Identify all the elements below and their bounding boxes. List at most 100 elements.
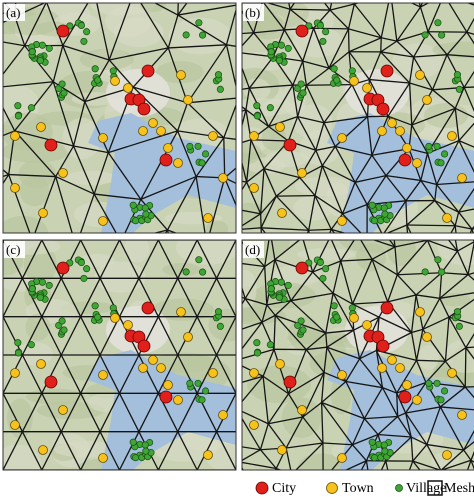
legend-city-swatch: [255, 481, 269, 495]
village: [348, 67, 356, 75]
mesh-edge: [73, 145, 109, 154]
mesh-edge: [297, 116, 317, 151]
town: [415, 307, 425, 317]
mesh-edge: [348, 28, 382, 39]
village: [142, 210, 150, 218]
mesh-edge: [167, 229, 178, 233]
mesh-edge: [3, 130, 15, 137]
panel-label: (c): [6, 242, 20, 257]
mesh-edge: [157, 431, 179, 470]
mesh-edge: [80, 469, 82, 470]
mesh-edge: [320, 402, 324, 444]
mesh-edge: [345, 380, 383, 389]
town: [10, 420, 20, 430]
mesh-edge: [332, 292, 353, 305]
village: [253, 339, 261, 347]
mesh-edge: [387, 294, 417, 303]
village: [368, 201, 376, 209]
town: [98, 370, 108, 380]
mesh-edge: [315, 145, 336, 151]
terrain-patch: [113, 17, 164, 47]
mesh-edge: [157, 469, 159, 470]
city: [56, 261, 70, 275]
mesh-edge: [396, 381, 427, 394]
mesh-edge: [360, 240, 373, 260]
mesh-edge: [19, 0, 47, 2]
town: [148, 118, 158, 128]
village: [14, 102, 22, 110]
village: [199, 268, 207, 276]
city: [380, 301, 394, 315]
mesh-edge: [352, 444, 367, 462]
legend-mesh-swatch: [427, 480, 443, 496]
mesh-edge: [242, 32, 255, 47]
mesh-edge: [52, 45, 64, 82]
mesh-edge: [152, 229, 168, 233]
mesh-edge: [187, 102, 225, 139]
town: [156, 126, 166, 136]
mesh-edge: [351, 418, 365, 446]
city: [283, 375, 297, 389]
village: [94, 313, 102, 321]
mesh-edge: [223, 137, 236, 140]
mesh-edge: [196, 469, 198, 470]
town: [297, 168, 307, 178]
terrain-patch: [25, 388, 85, 405]
mesh-edge: [275, 177, 301, 197]
legend-city: City: [272, 481, 296, 496]
mesh-edge: [41, 431, 62, 470]
village: [14, 349, 22, 357]
panel-border: [241, 2, 474, 234]
mesh-edge: [292, 60, 304, 86]
town: [249, 183, 259, 193]
mesh-edge: [244, 266, 266, 299]
town: [173, 395, 183, 405]
mesh-edge: [157, 278, 179, 317]
mesh-edge: [80, 431, 101, 470]
mesh-edge: [94, 193, 141, 201]
mesh-edge: [3, 81, 54, 88]
town: [249, 368, 259, 378]
mesh-edge: [242, 181, 248, 191]
mesh-edge: [21, 240, 43, 279]
mesh-edge: [386, 224, 408, 233]
legend-town-swatch: [326, 482, 338, 494]
mesh-edge: [458, 208, 474, 213]
mesh-edge: [242, 461, 277, 470]
mesh-edge: [448, 3, 468, 33]
mesh-edge: [242, 286, 246, 299]
mesh-edge: [46, 3, 64, 46]
mesh-edge: [177, 393, 198, 432]
village: [297, 80, 305, 88]
mesh-edge: [305, 349, 325, 373]
village: [199, 31, 207, 39]
mesh-edge: [249, 84, 293, 89]
mesh-edge: [464, 347, 467, 388]
village: [371, 217, 379, 225]
mesh-edge: [297, 116, 325, 124]
village: [330, 302, 338, 310]
mesh-edge: [46, 0, 62, 2]
town: [203, 213, 213, 223]
mesh-edge: [367, 115, 389, 118]
mesh-edge: [215, 471, 218, 497]
mesh-edge: [387, 82, 411, 117]
mesh-edge: [466, 31, 474, 36]
mesh-edge: [79, 193, 95, 233]
town: [337, 133, 347, 143]
mesh-edge: [351, 84, 369, 117]
city: [295, 24, 309, 38]
village: [438, 268, 446, 276]
town: [58, 405, 68, 415]
mesh-edge: [306, 346, 328, 351]
village: [28, 48, 36, 56]
mesh-edge: [388, 240, 396, 248]
village: [253, 349, 261, 357]
mesh-edge: [108, 59, 134, 88]
mesh-edge: [372, 240, 396, 248]
mesh-edge: [216, 278, 236, 317]
mesh-edge: [223, 137, 226, 178]
mesh-edge: [410, 294, 417, 333]
town: [422, 332, 432, 342]
mesh-edge: [133, 86, 188, 104]
